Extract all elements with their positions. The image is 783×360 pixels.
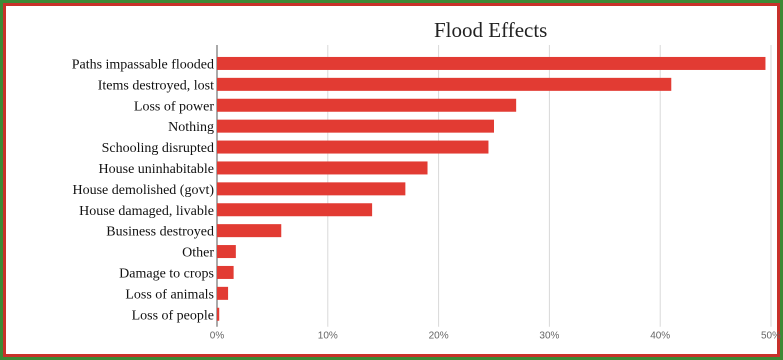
x-tick-label: 10% (318, 331, 338, 342)
bar (217, 307, 220, 321)
bar (217, 140, 489, 154)
bar (217, 286, 229, 300)
category-label: Nothing (168, 120, 214, 135)
bar (217, 98, 517, 112)
category-label: Items destroyed, lost (98, 78, 214, 93)
category-label: Business destroyed (106, 225, 214, 240)
category-label: Loss of power (134, 99, 214, 114)
x-tick-label: 30% (539, 331, 559, 342)
category-label: Loss of people (132, 308, 214, 323)
category-label: House uninhabitable (99, 162, 214, 177)
category-label: Paths impassable flooded (72, 57, 214, 72)
bar (217, 245, 236, 259)
bar (217, 224, 282, 238)
category-label: House damaged, livable (79, 204, 214, 219)
x-tick-label: 20% (429, 331, 449, 342)
category-label: Damage to crops (119, 266, 214, 281)
category-label: Other (182, 246, 214, 261)
category-label: Schooling disrupted (102, 141, 214, 156)
category-label: House demolished (govt) (72, 183, 214, 198)
bar (217, 161, 428, 175)
bar (217, 119, 494, 133)
bar (217, 77, 672, 91)
bar (217, 203, 373, 217)
chart-title: Flood Effects (434, 18, 548, 42)
bar (217, 182, 406, 196)
bar (217, 56, 766, 70)
x-tick-label: 50% (761, 331, 781, 342)
category-label: Loss of animals (125, 287, 214, 302)
bar (217, 265, 234, 279)
x-tick-label: 0% (210, 331, 225, 342)
x-tick-label: 40% (650, 331, 670, 342)
